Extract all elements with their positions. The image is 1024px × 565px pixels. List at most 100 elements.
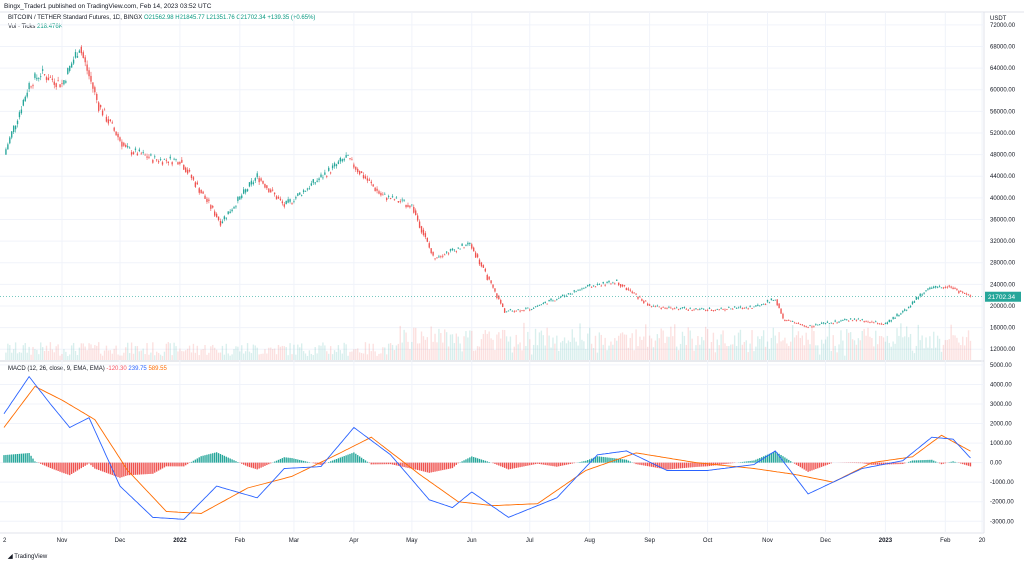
macd-histogram-bar [813, 462, 815, 470]
candle-body [728, 307, 730, 308]
macd-histogram-bar [519, 462, 521, 468]
volume-bar [654, 340, 657, 360]
macd-histogram-bar [639, 462, 641, 465]
candle-body [683, 307, 686, 308]
candle-body [405, 204, 407, 208]
macd-histogram-bar [585, 460, 587, 463]
candle-body [936, 286, 939, 288]
volume-bar [103, 350, 106, 360]
volume-bar [130, 342, 133, 360]
macd-histogram-bar [819, 462, 821, 468]
last-price-tag [985, 291, 1021, 302]
macd-histogram-bar [53, 462, 55, 470]
macd-histogram-bar [403, 462, 405, 468]
macd-histogram-bar [196, 458, 198, 463]
candle-body [442, 255, 444, 257]
candle-body [527, 307, 529, 309]
candle-body [436, 257, 438, 259]
macd-histogram-bar [173, 462, 175, 467]
macd-histogram-bar [778, 453, 780, 463]
candle-body [142, 152, 144, 154]
candle-body [428, 243, 430, 248]
candle-body [308, 188, 311, 190]
volume-bar [254, 345, 256, 360]
volume-bar [844, 355, 846, 360]
candle-body [333, 163, 336, 167]
macd-histogram-bar [880, 462, 883, 465]
candle-body [134, 148, 137, 150]
volume-bar [300, 343, 303, 360]
volume-bar [210, 346, 212, 360]
candle-body [84, 57, 86, 63]
candle-body [602, 281, 604, 284]
volume-bar [237, 346, 239, 360]
volume-bar [730, 344, 732, 360]
macd-histogram-bar [92, 462, 94, 467]
macd-histogram-bar [571, 462, 573, 464]
candle-body [478, 259, 481, 265]
volume-bar [956, 337, 958, 360]
macd-histogram-bar [76, 462, 79, 471]
macd-histogram-bar [254, 462, 256, 469]
time-tick-label: Nov [762, 538, 773, 544]
volume-bar [749, 343, 751, 360]
macd-histogram-bar [875, 462, 877, 465]
volume-bar [944, 340, 947, 360]
macd-histogram-bar [877, 462, 879, 465]
macd-histogram-bar [507, 462, 510, 470]
macd-histogram-bar [179, 462, 181, 467]
volume-bar [125, 347, 127, 360]
candle-body [422, 229, 425, 235]
volume-bar [788, 345, 790, 360]
volume-bar [720, 334, 722, 360]
volume-bar [204, 344, 206, 360]
candle-body [672, 308, 674, 310]
volume-bar [76, 355, 79, 360]
candle-body [32, 85, 34, 87]
price-tick-label: 20000.00 [990, 304, 1016, 310]
volume-bar [368, 343, 371, 360]
volume-bar [691, 338, 693, 360]
macd-histogram-bar [386, 462, 388, 465]
volume-bar [94, 345, 96, 360]
macd-histogram-bar [801, 462, 803, 469]
candle-body [952, 287, 954, 290]
candle-body [186, 169, 189, 174]
volume-bar [416, 343, 419, 360]
last-price-label: 21702.34 [988, 294, 1015, 301]
volume-bar [853, 340, 856, 360]
candle-body [386, 197, 388, 200]
candle-body [691, 309, 693, 311]
macd-histogram-bar [389, 462, 392, 465]
price-tick-label: 40000.00 [990, 196, 1016, 202]
candle-body [492, 284, 494, 288]
macd-histogram-bar [774, 451, 776, 463]
candle-body [685, 308, 688, 310]
macd-histogram-bar [648, 462, 651, 467]
macd-histogram-bar [57, 462, 59, 472]
macd-histogram-bar [606, 457, 608, 463]
macd-histogram-bar [358, 456, 361, 463]
macd-histogram-bar [51, 462, 53, 469]
volume-bar [347, 355, 349, 360]
macd-histogram-bar [347, 454, 349, 463]
macd-histogram-bar [894, 462, 896, 465]
volume-bar [221, 345, 224, 360]
candle-body [47, 77, 50, 81]
candle-body [248, 182, 251, 187]
volume-bar [229, 355, 231, 360]
macd-histogram-bar [401, 462, 403, 467]
candle-body [722, 309, 724, 310]
signal-line [3, 385, 971, 514]
macd-histogram-bar [43, 462, 46, 466]
macd-histogram-bar [370, 462, 372, 465]
candle-body [119, 137, 121, 141]
volume-bar [958, 342, 960, 360]
macd-histogram-bar [502, 462, 504, 468]
volume-bar [111, 353, 113, 360]
published-header: Bingx_Trader1 published on TradingView.c… [4, 3, 212, 10]
volume-bar [92, 348, 94, 360]
volume-bar [546, 327, 548, 360]
candle-body [159, 159, 162, 160]
